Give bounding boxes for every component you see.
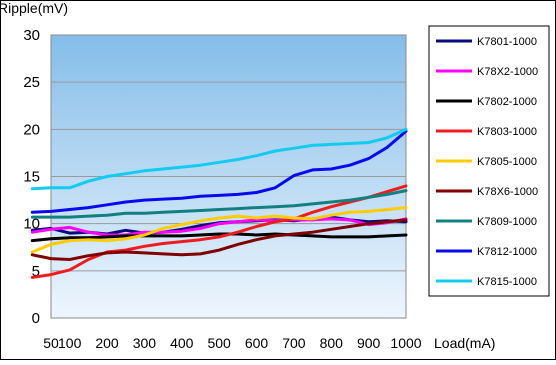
legend-label: K7812-1000 (477, 246, 537, 258)
x-tick-label: 1000 (390, 335, 421, 351)
x-axis-ticks: 50 100 200 300 400 500 600 700 800 900 1000 (43, 335, 422, 351)
x-tick-label: 300 (133, 335, 157, 351)
y-tick-label: 10 (23, 216, 40, 233)
series-line-k78x2-1000 (30, 217, 408, 237)
legend-label: K7803-1000 (477, 126, 537, 138)
y-tick-label: 20 (23, 121, 40, 138)
series-line-k7803-1000 (30, 184, 408, 279)
x-tick-label: 700 (282, 335, 306, 351)
series-lines (30, 127, 408, 279)
series-line-k7805-1000 (30, 206, 408, 254)
x-axis-label: Load(mA) (434, 335, 495, 351)
y-tick-label: 25 (23, 74, 40, 91)
series-line-k7812-1000 (30, 129, 408, 214)
x-tick-label: 600 (245, 335, 269, 351)
x-tick-label: 200 (95, 335, 119, 351)
legend-label: K7805-1000 (477, 156, 537, 168)
y-tick-label: 30 (23, 27, 40, 44)
legend-label: K78X2-1000 (477, 66, 538, 78)
x-tick-label: 100 (58, 335, 82, 351)
y-tick-label: 5 (32, 263, 40, 280)
legend-label: K7815-1000 (477, 276, 537, 288)
series-line-k7802-1000 (30, 232, 408, 243)
legend-label: K7809-1000 (477, 216, 537, 228)
y-tick-label: 15 (23, 169, 40, 186)
y-tick-label: 0 (32, 310, 40, 327)
y-axis-label: Ripple(mV) (0, 0, 68, 16)
series-line-k7809-1000 (30, 189, 408, 219)
legend: K7801-1000 K78X2-1000 K7802-1000 K7803-1000… (428, 25, 550, 297)
series-line-k78x6-1000 (30, 218, 408, 261)
x-tick-label: 800 (320, 335, 344, 351)
y-axis-ticks: 0 5 10 15 20 25 30 (23, 27, 40, 327)
x-tick-label: 500 (207, 335, 231, 351)
x-tick-label: 900 (357, 335, 381, 351)
x-tick-label: 50 (43, 335, 59, 351)
legend-label: K7802-1000 (477, 96, 537, 108)
series-line-k7815-1000 (30, 127, 408, 191)
legend-label: K78X6-1000 (477, 186, 538, 198)
legend-label: K7801-1000 (477, 36, 537, 48)
x-tick-label: 400 (170, 335, 194, 351)
